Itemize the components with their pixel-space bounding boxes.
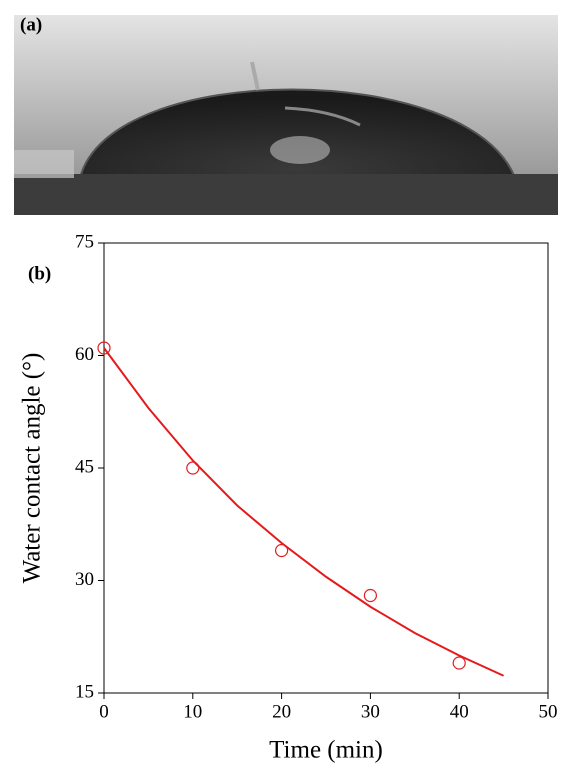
- y-tick-label: 60: [75, 344, 94, 365]
- x-tick-label: 40: [450, 701, 469, 722]
- x-tick-label: 0: [99, 701, 109, 722]
- x-tick-label: 50: [539, 701, 558, 722]
- y-tick-label: 15: [75, 681, 94, 702]
- y-tick-label: 30: [75, 569, 94, 590]
- x-axis-label: Time (min): [269, 737, 383, 764]
- fit-line: [103, 347, 505, 677]
- x-tick-label: 20: [272, 701, 291, 722]
- y-tick-label: 75: [75, 231, 94, 252]
- plot-frame: [103, 242, 549, 694]
- panel-label: (b): [28, 263, 51, 284]
- y-axis-label: Water contact angle (°): [19, 353, 46, 584]
- panel-label: (a): [20, 14, 42, 35]
- x-tick-label: 30: [361, 701, 380, 722]
- data-point: [363, 588, 377, 603]
- y-tick-label: 45: [75, 456, 94, 477]
- data-point: [452, 656, 466, 670]
- data-point: [97, 341, 111, 355]
- droplet-photo: [14, 15, 558, 215]
- data-point: [275, 543, 289, 558]
- x-tick-label: 10: [183, 701, 202, 722]
